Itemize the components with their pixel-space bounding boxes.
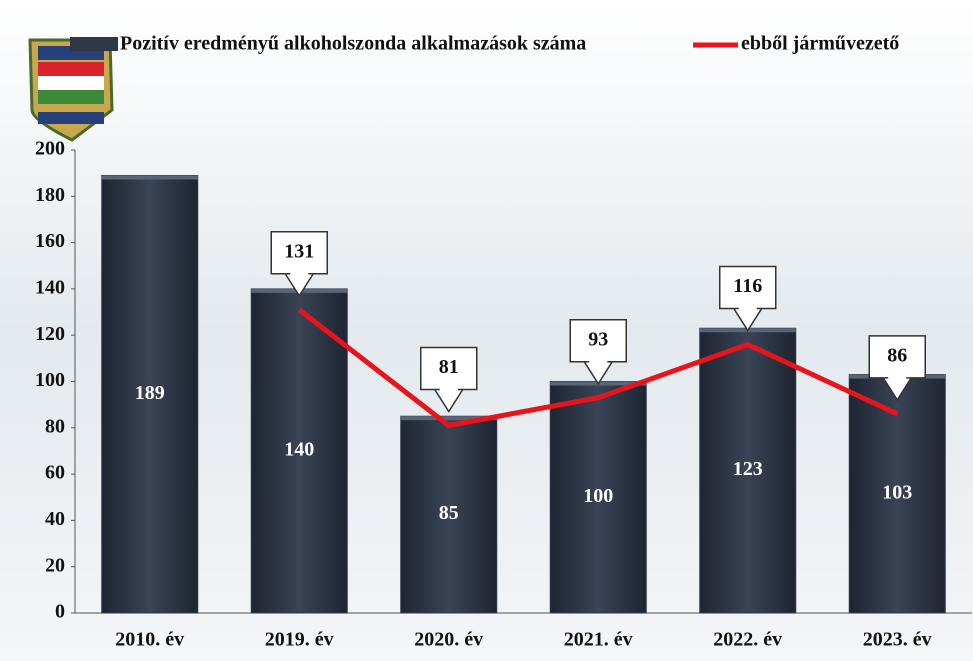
y-tick-label: 180 xyxy=(35,184,65,206)
line-value-label: 93 xyxy=(588,328,608,350)
logo xyxy=(28,38,114,142)
legend-label: ebből járművezető xyxy=(741,33,899,55)
y-tick-label: 40 xyxy=(45,508,65,530)
callout xyxy=(868,335,926,402)
line-value-label: 86 xyxy=(887,345,907,367)
bar-value-label: 100 xyxy=(583,485,613,507)
line xyxy=(297,307,899,428)
callout xyxy=(420,346,478,413)
legend: Pozitív eredményű alkoholszonda alkalmaz… xyxy=(70,33,899,55)
bar-value-label: 85 xyxy=(439,502,459,524)
bar-value-label: 103 xyxy=(882,481,912,503)
x-tick-label: 2021. év xyxy=(564,629,633,651)
y-tick-label: 120 xyxy=(35,323,65,345)
bar xyxy=(549,381,647,614)
bar-value-label: 189 xyxy=(135,382,165,404)
line-value-label: 131 xyxy=(284,240,314,262)
bar xyxy=(400,415,498,614)
bar-cap xyxy=(101,175,198,180)
bar xyxy=(250,288,348,614)
y-tick-label: 0 xyxy=(55,601,65,623)
x-tick-label: 2022. év xyxy=(713,629,782,651)
line-value-label: 116 xyxy=(733,275,762,297)
y-tick-label: 60 xyxy=(45,462,65,484)
x-tick-label: 2010. év xyxy=(115,629,184,651)
x-tick-label: 2023. év xyxy=(863,629,932,651)
x-tick-label: 2020. év xyxy=(414,629,483,651)
legend-label: Pozitív eredményű alkoholszonda alkalmaz… xyxy=(120,33,586,55)
bar-cap xyxy=(400,416,497,421)
line-value-label: 81 xyxy=(439,356,459,378)
y-tick-label: 20 xyxy=(45,554,65,576)
legend-swatch xyxy=(70,37,118,51)
bar xyxy=(699,327,797,614)
callout xyxy=(719,265,777,332)
bar-value-label: 140 xyxy=(284,439,314,461)
callout xyxy=(270,230,328,298)
y-tick-label: 100 xyxy=(35,369,65,391)
callout xyxy=(569,318,627,386)
y-tick-label: 160 xyxy=(35,230,65,252)
bar xyxy=(848,374,946,614)
bar xyxy=(101,174,199,614)
x-tick-label: 2019. év xyxy=(265,629,334,651)
bar-value-label: 123 xyxy=(733,458,763,480)
y-tick-label: 80 xyxy=(45,415,65,437)
y-tick-label: 200 xyxy=(35,138,65,160)
y-tick-label: 140 xyxy=(35,276,65,298)
